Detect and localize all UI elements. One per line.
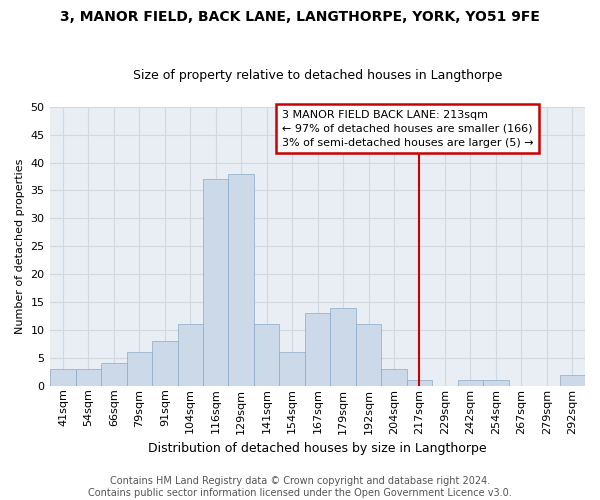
Bar bbox=[203, 180, 229, 386]
Bar bbox=[280, 352, 305, 386]
Bar bbox=[152, 341, 178, 386]
Bar bbox=[381, 369, 407, 386]
Bar bbox=[483, 380, 509, 386]
Bar bbox=[229, 174, 254, 386]
Y-axis label: Number of detached properties: Number of detached properties bbox=[15, 158, 25, 334]
Title: Size of property relative to detached houses in Langthorpe: Size of property relative to detached ho… bbox=[133, 69, 502, 82]
Bar bbox=[178, 324, 203, 386]
Bar bbox=[305, 313, 331, 386]
Bar bbox=[254, 324, 280, 386]
Text: 3, MANOR FIELD, BACK LANE, LANGTHORPE, YORK, YO51 9FE: 3, MANOR FIELD, BACK LANE, LANGTHORPE, Y… bbox=[60, 10, 540, 24]
Bar bbox=[560, 374, 585, 386]
Bar bbox=[458, 380, 483, 386]
Text: Contains HM Land Registry data © Crown copyright and database right 2024.
Contai: Contains HM Land Registry data © Crown c… bbox=[88, 476, 512, 498]
Bar bbox=[407, 380, 432, 386]
Bar bbox=[356, 324, 381, 386]
X-axis label: Distribution of detached houses by size in Langthorpe: Distribution of detached houses by size … bbox=[148, 442, 487, 455]
Text: 3 MANOR FIELD BACK LANE: 213sqm
← 97% of detached houses are smaller (166)
3% of: 3 MANOR FIELD BACK LANE: 213sqm ← 97% of… bbox=[282, 110, 533, 148]
Bar bbox=[50, 369, 76, 386]
Bar bbox=[76, 369, 101, 386]
Bar bbox=[101, 364, 127, 386]
Bar bbox=[331, 308, 356, 386]
Bar bbox=[127, 352, 152, 386]
